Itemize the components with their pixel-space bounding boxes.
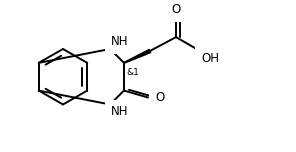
Text: O: O — [171, 3, 181, 16]
Text: &1: &1 — [126, 68, 139, 77]
Polygon shape — [124, 49, 151, 63]
Text: NH: NH — [111, 105, 128, 118]
Text: O: O — [155, 91, 164, 104]
Text: OH: OH — [201, 52, 219, 65]
Text: NH: NH — [111, 35, 128, 48]
